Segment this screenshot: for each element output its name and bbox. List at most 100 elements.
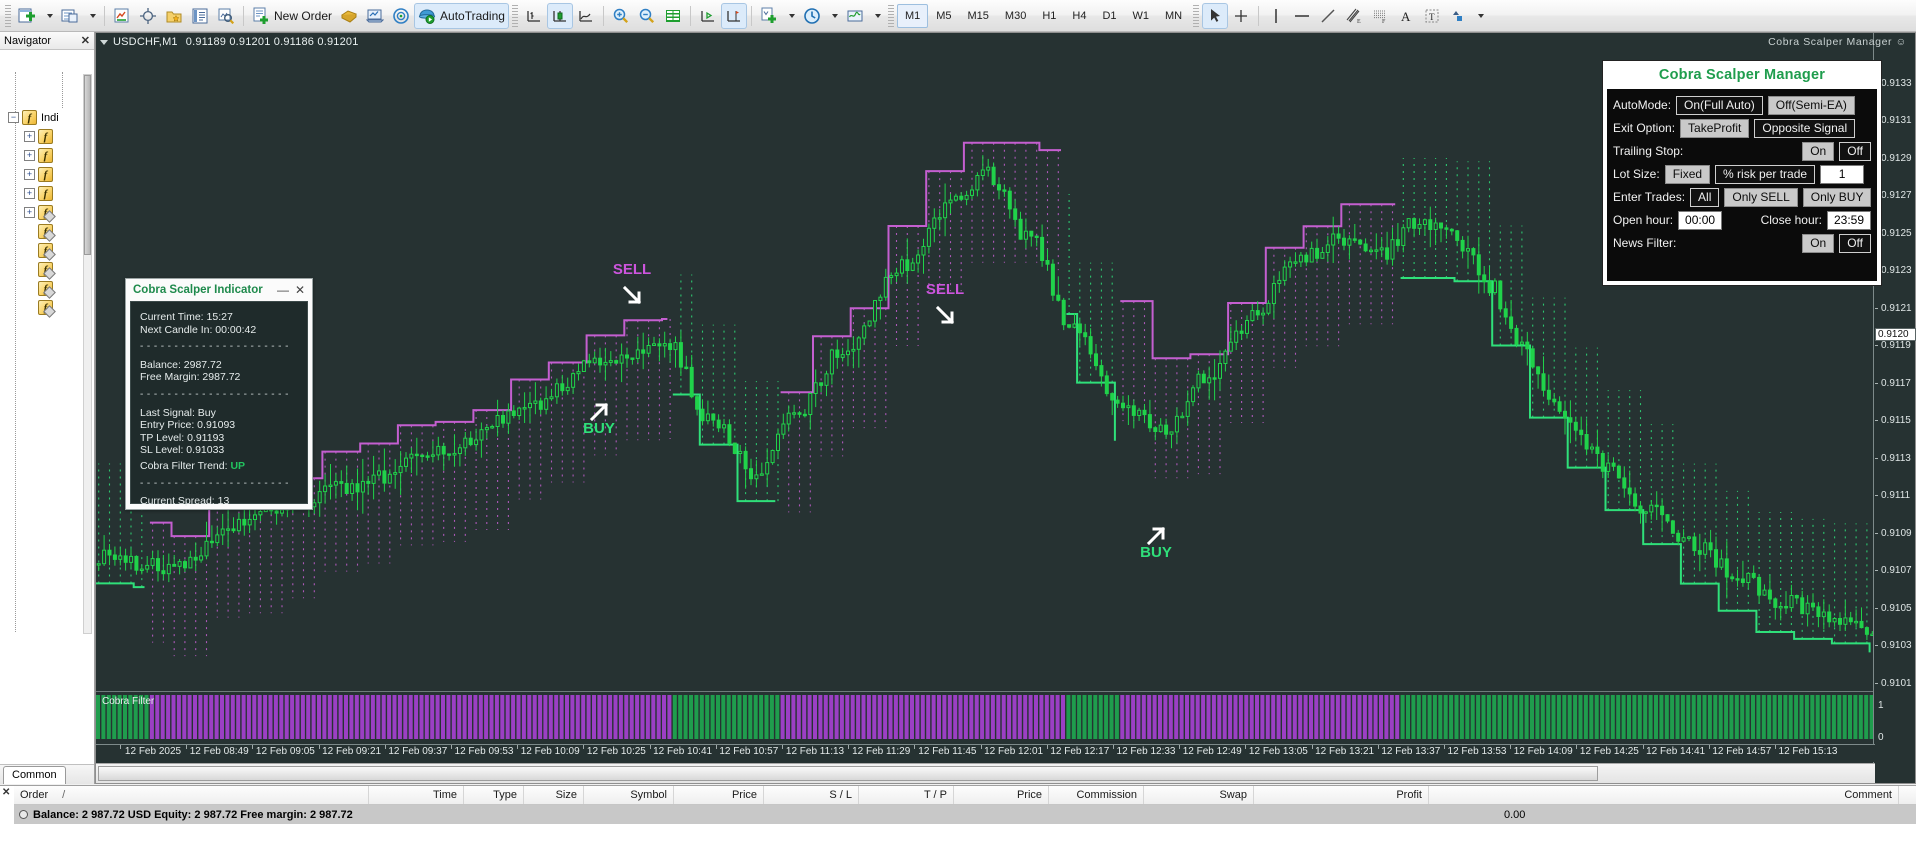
text-icon[interactable]: A xyxy=(1393,3,1419,29)
nav-item-indicator[interactable]: + f xyxy=(0,203,94,222)
terminal-icon[interactable] xyxy=(362,3,388,29)
automode-off-button[interactable]: Off(Semi-EA) xyxy=(1767,95,1855,115)
navigator-scrollbar[interactable] xyxy=(83,74,92,634)
nav-item-indicator[interactable]: f xyxy=(0,279,94,298)
news-filter-off-button[interactable]: Off xyxy=(1839,233,1871,253)
terminal-column-header[interactable]: Profit xyxy=(1254,786,1429,804)
indicators-icon[interactable] xyxy=(756,3,782,29)
periods-dropdown[interactable] xyxy=(825,3,842,29)
nav-item-indicator[interactable]: f xyxy=(0,241,94,260)
close-icon[interactable]: ✕ xyxy=(80,35,90,47)
navigator-tree[interactable]: − f Indi + f + f + f + f + f f f f f f xyxy=(0,50,94,764)
lot-size-input[interactable]: 1 xyxy=(1820,164,1865,184)
timeframe-m30[interactable]: M30 xyxy=(1004,9,1027,22)
terminal-column-header[interactable]: Time xyxy=(369,786,464,804)
periods-icon[interactable] xyxy=(799,3,825,29)
timeframe-m15[interactable]: M15 xyxy=(967,9,989,22)
enter-trades-only-sell-button[interactable]: Only SELL xyxy=(1724,187,1798,207)
chart-template-dropdown[interactable] xyxy=(83,3,100,29)
news-filter-on-button[interactable]: On xyxy=(1802,233,1835,253)
toolbar-grip-2[interactable] xyxy=(511,4,518,27)
terminal-column-header[interactable]: Swap xyxy=(1144,786,1254,804)
autotrading-button[interactable]: AutoTrading xyxy=(414,2,509,29)
search-symbol-icon[interactable] xyxy=(213,3,239,29)
chart-plot[interactable]: SELL BUY SELL BUY xyxy=(96,33,1875,743)
nav-item-indicator[interactable]: + f xyxy=(0,165,94,184)
nav-item-indicator[interactable]: f xyxy=(0,298,94,317)
lot-size-risk-button[interactable]: % risk per trade xyxy=(1715,164,1816,184)
chart-shift-icon[interactable] xyxy=(720,2,747,29)
expand-icon[interactable]: + xyxy=(24,169,35,180)
cobra-scalper-manager-panel[interactable]: Cobra Scalper Manager AutoMode: On(Full … xyxy=(1602,60,1882,286)
close-icon[interactable]: ✕ xyxy=(294,283,305,297)
grid-icon[interactable] xyxy=(660,3,686,29)
terminal-column-header[interactable]: Type xyxy=(464,786,524,804)
timeframe-w1[interactable]: W1 xyxy=(1132,9,1150,22)
new-order-button[interactable]: New Order xyxy=(248,3,336,29)
crosshair-icon[interactable] xyxy=(1228,3,1254,29)
timeframe-h1[interactable]: H1 xyxy=(1042,9,1057,22)
chevron-down-icon[interactable] xyxy=(100,39,108,45)
lot-size-fixed-button[interactable]: Fixed xyxy=(1664,164,1711,184)
zoom-out-icon[interactable] xyxy=(634,3,660,29)
new-chart-dropdown[interactable] xyxy=(40,3,57,29)
terminal-balance-row[interactable]: Balance: 2 987.72 USD Equity: 2 987.72 F… xyxy=(14,805,1916,824)
timeframe-d1[interactable]: D1 xyxy=(1102,9,1117,22)
navigator-scroll-thumb[interactable] xyxy=(84,75,91,255)
templates-icon[interactable] xyxy=(842,3,868,29)
expert-advisors-icon[interactable] xyxy=(336,3,362,29)
templates-dropdown[interactable] xyxy=(868,3,885,29)
new-chart-icon[interactable] xyxy=(14,3,40,29)
horizontal-line-icon[interactable] xyxy=(1289,3,1315,29)
nav-children-list[interactable]: + f + f + f + f + f f f f f f xyxy=(0,127,94,317)
zoom-in-icon[interactable] xyxy=(608,3,634,29)
price-axis[interactable]: 0.9133 0.9131 0.9129 0.9127 0.9125 0.9123 0.91… xyxy=(1873,33,1916,763)
enter-trades-only-buy-button[interactable]: Only BUY xyxy=(1802,187,1872,207)
expand-icon[interactable] xyxy=(19,810,28,819)
toolbar-grip-4[interactable] xyxy=(1193,4,1200,27)
shapes-dropdown[interactable] xyxy=(1471,3,1488,29)
toolbar-grip-3[interactable] xyxy=(887,4,894,27)
terminal-column-header[interactable]: Price xyxy=(674,786,764,804)
automode-on-button[interactable]: On(Full Auto) xyxy=(1676,95,1763,115)
nav-item-indicator[interactable]: f xyxy=(0,222,94,241)
cursor-icon[interactable] xyxy=(1202,2,1229,29)
indicators-dropdown[interactable] xyxy=(782,3,799,29)
close-hour-input[interactable]: 23:59 xyxy=(1826,210,1871,230)
nav-item-indicator[interactable]: + f xyxy=(0,184,94,203)
timeframe-m1[interactable]: M1 xyxy=(896,3,929,28)
terminal-column-header[interactable]: Price xyxy=(954,786,1049,804)
expand-icon[interactable]: + xyxy=(24,188,35,199)
equidistant-channel-icon[interactable]: E xyxy=(1341,3,1367,29)
terminal-column-header[interactable]: Order / xyxy=(14,786,369,804)
data-window-icon[interactable] xyxy=(187,3,213,29)
expand-icon[interactable]: + xyxy=(24,131,35,142)
vertical-line-icon[interactable] xyxy=(1263,3,1289,29)
nav-item-indicator[interactable]: f xyxy=(0,260,94,279)
chart-scroll-thumb[interactable] xyxy=(98,766,1598,781)
trailing-stop-on-button[interactable]: On xyxy=(1802,141,1835,161)
chart-template-icon[interactable] xyxy=(57,3,83,29)
terminal-column-header[interactable]: Commission xyxy=(1049,786,1144,804)
timeframe-h4[interactable]: H4 xyxy=(1072,9,1087,22)
line-chart-icon[interactable] xyxy=(573,3,599,29)
collapse-icon[interactable]: − xyxy=(8,112,19,123)
chart-horizontal-scrollbar[interactable] xyxy=(96,763,1875,783)
minimize-icon[interactable]: — xyxy=(276,283,289,297)
enter-trades-all-button[interactable]: All xyxy=(1690,187,1720,207)
terminal-column-header[interactable]: Symbol xyxy=(584,786,674,804)
market-watch-icon[interactable] xyxy=(388,3,414,29)
shapes-icon[interactable] xyxy=(1445,3,1471,29)
exit-opposite-signal-button[interactable]: Opposite Signal xyxy=(1754,118,1856,138)
terminal-column-header[interactable]: T / P xyxy=(859,786,954,804)
open-hour-input[interactable]: 00:00 xyxy=(1678,210,1723,230)
open-favorites-icon[interactable] xyxy=(161,3,187,29)
cobra-scalper-indicator-panel[interactable]: Cobra Scalper Indicator — ✕ Current Time… xyxy=(125,278,313,510)
text-label-icon[interactable]: T xyxy=(1419,3,1445,29)
terminal-column-header[interactable]: S / L xyxy=(764,786,859,804)
crosshair-target-icon[interactable] xyxy=(135,3,161,29)
toolbar-grip[interactable] xyxy=(5,4,11,27)
time-axis[interactable]: 12 Feb 2025 12 Feb 08:49 12 Feb 09:05 12 Fe… xyxy=(96,744,1875,762)
timeframe-m5[interactable]: M5 xyxy=(936,9,952,22)
